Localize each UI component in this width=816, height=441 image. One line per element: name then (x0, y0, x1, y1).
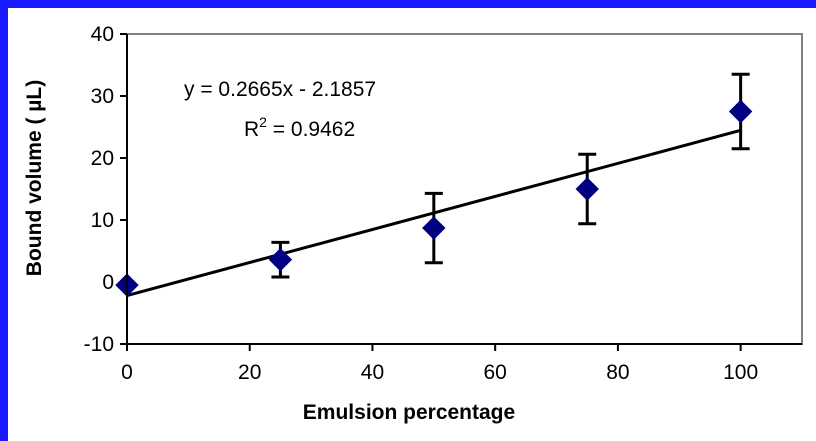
trendline-equation: y = 0.2665x - 2.1857 (184, 78, 376, 101)
chart-frame: -10 0 10 20 30 40 0 20 40 60 80 100 y = 0.2665x - … (8, 8, 816, 441)
x-tick-label: 80 (606, 361, 629, 384)
x-tick-label: 60 (484, 361, 507, 384)
data-point (422, 216, 446, 240)
y-tick-label: 20 (91, 147, 114, 170)
y-tick-label: 30 (91, 85, 114, 108)
r-squared-label: R2 = 0.9462 (244, 114, 355, 141)
y-axis-ticks: -10 0 10 20 30 40 (84, 23, 127, 356)
x-tick-label: 0 (121, 361, 133, 384)
x-tick-label: 100 (723, 361, 758, 384)
chart-svg: -10 0 10 20 30 40 0 20 40 60 80 100 y = 0.2665x - … (23, 23, 803, 424)
data-point (728, 99, 753, 124)
y-tick-label: 40 (91, 23, 114, 46)
x-axis-ticks: 0 20 40 60 80 100 (121, 344, 758, 384)
y-axis-title: Bound volume ( µL) (23, 80, 46, 276)
x-axis-title: Emulsion percentage (303, 401, 515, 424)
data-point (268, 247, 293, 272)
x-tick-label: 40 (361, 361, 384, 384)
data-point (575, 177, 599, 201)
y-tick-label: 0 (102, 271, 114, 294)
y-tick-label: 10 (91, 209, 114, 232)
x-tick-label: 20 (238, 361, 261, 384)
plot-marks (115, 72, 753, 297)
y-tick-label: -10 (84, 333, 114, 356)
